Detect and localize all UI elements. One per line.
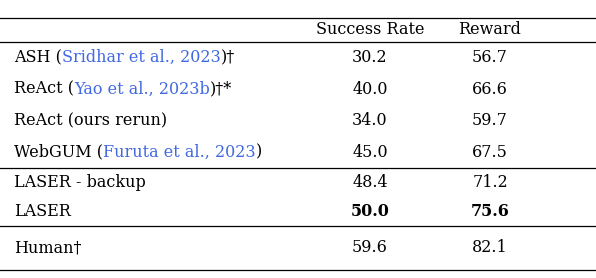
Text: 75.6: 75.6	[471, 203, 510, 220]
Text: WebGUM (: WebGUM (	[14, 144, 103, 161]
Text: LASER - backup: LASER - backup	[14, 174, 146, 191]
Text: )†*: )†*	[210, 81, 232, 98]
Text: Sridhar et al., 2023: Sridhar et al., 2023	[62, 49, 221, 66]
Text: ): )	[256, 144, 262, 161]
Text: Success Rate: Success Rate	[316, 21, 424, 38]
Text: Yao et al., 2023b: Yao et al., 2023b	[74, 81, 210, 98]
Text: 48.4: 48.4	[352, 174, 388, 191]
Text: ReAct (ours rerun): ReAct (ours rerun)	[14, 112, 167, 129]
Text: 67.5: 67.5	[472, 144, 508, 161]
Text: 40.0: 40.0	[352, 81, 388, 98]
Text: 66.6: 66.6	[472, 81, 508, 98]
Text: 50.0: 50.0	[350, 203, 389, 220]
Text: LASER: LASER	[14, 203, 71, 220]
Text: ReAct (: ReAct (	[14, 81, 74, 98]
Text: 59.7: 59.7	[472, 112, 508, 129]
Text: ASH (: ASH (	[14, 49, 62, 66]
Text: 34.0: 34.0	[352, 112, 388, 129]
Text: 59.6: 59.6	[352, 240, 388, 257]
Text: Reward: Reward	[458, 21, 522, 38]
Text: 30.2: 30.2	[352, 49, 388, 66]
Text: 82.1: 82.1	[472, 240, 508, 257]
Text: 56.7: 56.7	[472, 49, 508, 66]
Text: 45.0: 45.0	[352, 144, 388, 161]
Text: 71.2: 71.2	[472, 174, 508, 191]
Text: Human†: Human†	[14, 240, 82, 257]
Text: )†: )†	[221, 49, 235, 66]
Text: Furuta et al., 2023: Furuta et al., 2023	[103, 144, 256, 161]
